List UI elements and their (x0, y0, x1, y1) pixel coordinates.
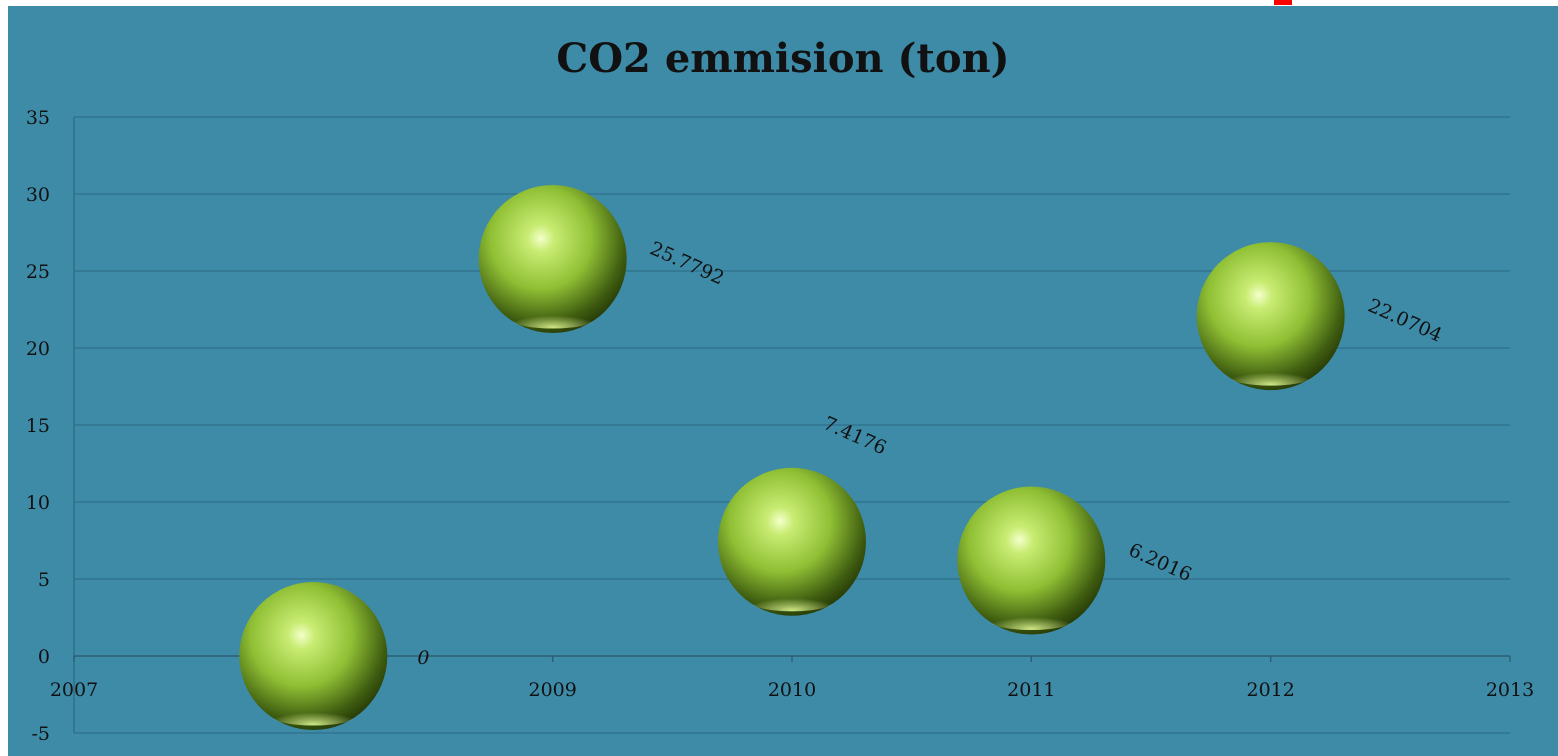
sphere-highlight (1224, 361, 1317, 386)
x-tick-label: 2009 (528, 679, 576, 701)
data-label: 25.7792 (647, 237, 728, 289)
sphere-highlight (267, 701, 360, 726)
sphere-marker (239, 582, 388, 730)
data-label: 7.4176 (820, 412, 890, 459)
x-tick-label: 2010 (768, 679, 816, 701)
y-tick-label: 0 (38, 646, 50, 668)
data-label: 22.0704 (1365, 295, 1446, 347)
x-tick-label: 2012 (1246, 679, 1294, 701)
y-tick-label: 30 (26, 184, 50, 206)
data-point-2008 (239, 582, 388, 730)
x-tick-label: 2011 (1007, 679, 1055, 701)
x-tick-label: 2013 (1486, 679, 1534, 701)
data-point-2012 (1196, 242, 1345, 391)
sphere-marker (1196, 242, 1345, 391)
y-tick-label: 15 (26, 415, 50, 437)
sphere-marker (957, 486, 1106, 635)
chart-title: CO2 emmision (ton) (556, 35, 1009, 82)
data-point-2009 (478, 185, 627, 334)
data-point-2011 (957, 486, 1106, 635)
data-point-2010 (718, 467, 866, 616)
data-points (239, 185, 1345, 730)
sphere-highlight (506, 304, 599, 329)
axes: 35302520151050-5200720082009201020112012… (26, 107, 1534, 745)
sphere-marker (478, 185, 627, 334)
x-tick-label: 2007 (50, 679, 98, 701)
y-tick-label: 35 (26, 107, 50, 129)
y-tick-label: 25 (26, 261, 50, 283)
corner-mark (1274, 0, 1292, 5)
sphere-highlight (746, 587, 838, 612)
y-tick-label: 20 (26, 338, 50, 360)
y-tick-label: 5 (38, 569, 50, 591)
sphere-marker (718, 467, 866, 616)
data-label: 0 (417, 647, 429, 669)
y-tick-label: 10 (26, 492, 50, 514)
sphere-highlight (985, 606, 1078, 631)
y-tick-label: -5 (31, 723, 50, 745)
